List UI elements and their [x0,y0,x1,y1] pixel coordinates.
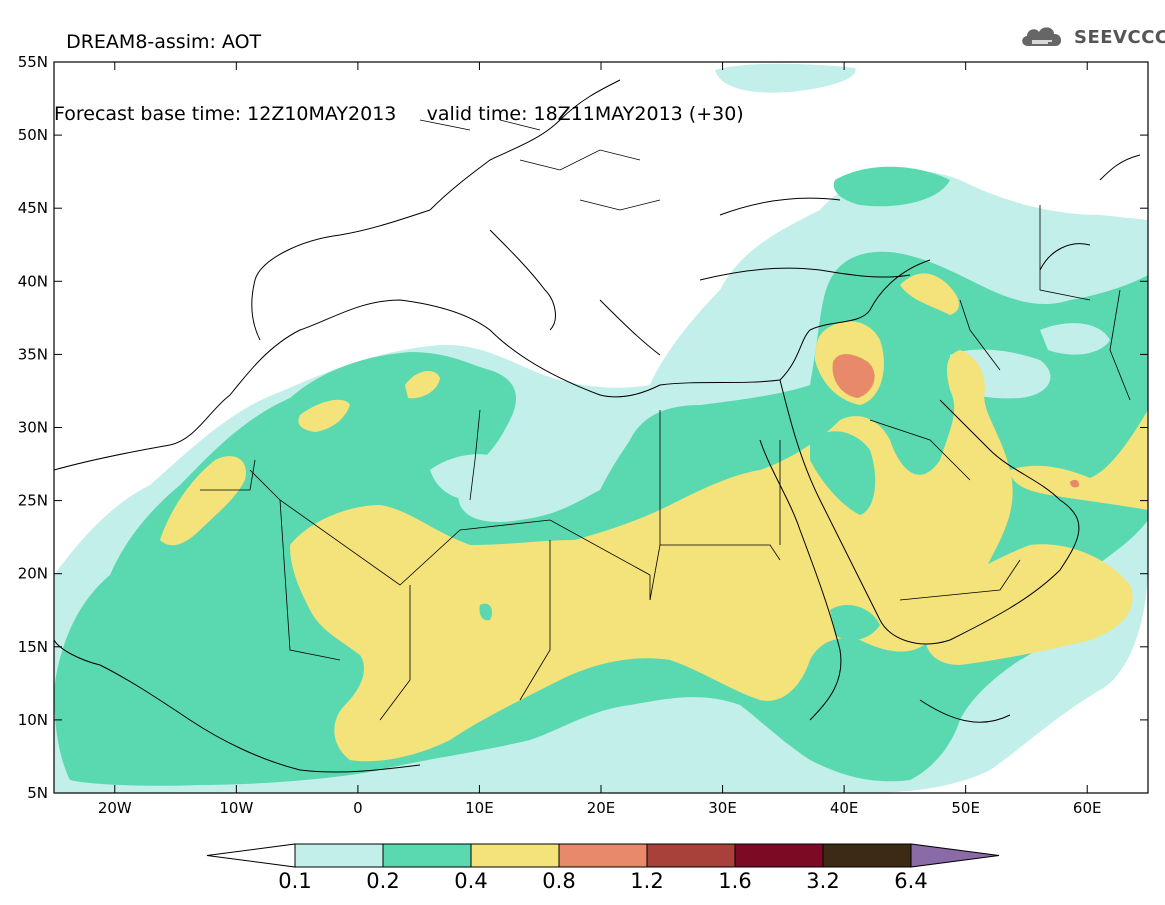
colorbar-level-label: 1.6 [718,869,751,893]
lat-tick-label: 5N [27,784,48,802]
colorbar-segment [470,843,560,868]
colorbar-level-label: 0.1 [278,869,311,893]
colorbar-over-arrow [910,843,1000,868]
colorbar-level-label: 1.2 [630,869,663,893]
logo-text: SEEVCCC [1074,26,1165,48]
cloud-logo-icon [1022,27,1062,46]
aot-field-0.2-inner [479,431,880,641]
lat-tick-label: 55N [18,53,48,71]
forecast-base-time: Forecast base time: 12Z10MAY2013 [54,103,397,125]
lon-tick-label: 0 [353,799,363,817]
colorbar-segment [382,843,472,868]
lon-tick-label: 20W [98,799,132,817]
lat-tick-label: 20N [18,565,48,583]
lat-tick-label: 50N [18,126,48,144]
seevccc-logo: SEEVCCC [1018,22,1165,52]
colorbar-segment [294,843,384,868]
lon-tick-label: 20E [587,799,616,817]
colorbar-level-label: 6.4 [894,869,927,893]
colorbar: 0.1 0.2 0.4 0.8 1.2 1.6 3.2 6.4 [206,843,1000,893]
lon-tick-label: 10W [219,799,253,817]
lat-tick-label: 15N [18,638,48,656]
title-line-2: Forecast base time: 12Z10MAY2013 valid t… [54,102,744,126]
lat-tick-label: 30N [18,419,48,437]
colorbar-segment [822,843,912,868]
valid-time: valid time: 18Z11MAY2013 (+30) [426,103,744,125]
lon-tick-label: 60E [1073,799,1102,817]
colorbar-level-label: 0.4 [454,869,487,893]
lat-tick-label: 35N [18,345,48,363]
colorbar-segment [734,843,824,868]
colorbar-segment [646,843,736,868]
lon-tick-label: 30E [708,799,737,817]
aot-fields [54,63,1148,793]
title-line-1: DREAM8-assim: AOT [66,31,262,53]
colorbar-level-label: 3.2 [806,869,839,893]
lat-tick-label: 45N [18,199,48,217]
map-title: DREAM8-assim: AOT Forecast base time: 12… [54,6,744,150]
colorbar-segment [558,843,648,868]
colorbar-level-label: 0.8 [542,869,575,893]
longitude-axis: 20W 10W 0 10E 20E 30E 40E 50E 60E [98,62,1102,817]
colorbar-level-label: 0.2 [366,869,399,893]
coastlines [54,79,1141,773]
lat-tick-label: 40N [18,272,48,290]
colorbar-under-arrow [206,843,296,868]
lat-tick-label: 10N [18,711,48,729]
lat-tick-label: 25N [18,492,48,510]
country-borders [200,119,1131,721]
lon-tick-label: 10E [465,799,494,817]
lon-tick-label: 50E [951,799,980,817]
latitude-axis: 55N 50N 45N 40N 35N 30N 25N 20N 15N 10N 5N [18,53,1148,802]
aot-field-0.8 [832,354,1080,488]
lon-tick-label: 40E [830,799,859,817]
